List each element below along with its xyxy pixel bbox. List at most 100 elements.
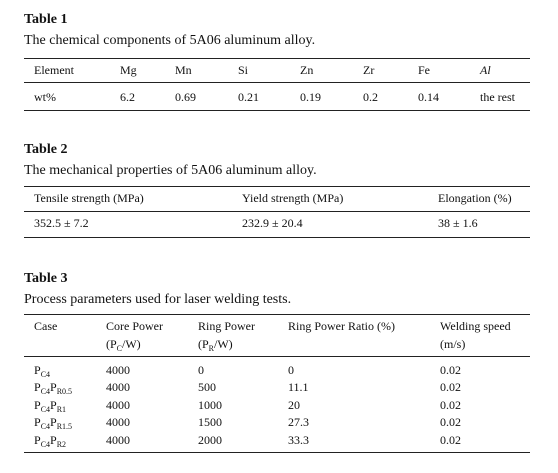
- text-part: P: [34, 415, 41, 429]
- subscript: R0.5: [56, 387, 73, 396]
- text-part: P: [34, 363, 41, 377]
- rule: [24, 237, 530, 238]
- column-header: Zn: [300, 63, 314, 77]
- subscript: C4: [40, 405, 51, 414]
- table-cell: 4000: [106, 398, 130, 412]
- subscript: C: [116, 344, 123, 353]
- table-cell: PC4: [34, 363, 51, 379]
- table-cell: 1500: [198, 415, 222, 429]
- text-part: (m/s): [440, 337, 466, 351]
- text-part: /W): [214, 337, 233, 351]
- table-cell: 0.19: [300, 90, 321, 104]
- table-cell: PC4PR2: [34, 433, 67, 449]
- column-header: Welding speed: [440, 320, 511, 332]
- column-header: Yield strength (MPa): [242, 191, 344, 205]
- subscript: C4: [40, 440, 51, 449]
- table-cell: 0.02: [440, 380, 461, 394]
- rule: [24, 58, 530, 59]
- table-cell: 0.02: [440, 433, 461, 447]
- table-caption: Process parameters used for laser weldin…: [24, 292, 292, 307]
- table-cell: 4000: [106, 415, 130, 429]
- table-cell: 27.3: [288, 415, 309, 429]
- text-part: Case: [34, 319, 58, 333]
- rule: [24, 211, 530, 212]
- column-header: Tensile strength (MPa): [34, 191, 144, 205]
- table-cell: 2000: [198, 433, 222, 447]
- table-cell: PC4PR1.5: [34, 415, 73, 431]
- column-header: Zr: [363, 63, 375, 77]
- rule: [24, 452, 530, 453]
- table-label: Table 3: [24, 271, 68, 286]
- table-cell: 500: [198, 380, 216, 394]
- table-cell: 4000: [106, 380, 130, 394]
- table-cell: the rest: [480, 90, 515, 104]
- column-header: (m/s): [440, 338, 465, 350]
- text-part: Core Power: [106, 319, 163, 333]
- text-part: Welding speed: [440, 319, 511, 333]
- table-cell: 0.02: [440, 398, 461, 412]
- subscript: R1: [56, 405, 67, 414]
- text-part: Ring Power Ratio (%): [288, 319, 395, 333]
- rule: [24, 314, 530, 315]
- column-header: (PR/W): [198, 337, 233, 353]
- rule: [24, 186, 530, 187]
- table-cell: PC4PR0.5: [34, 380, 73, 396]
- table-cell: 33.3: [288, 433, 309, 447]
- column-header: Mg: [120, 63, 137, 77]
- text-part: P: [34, 433, 41, 447]
- rule: [24, 110, 530, 111]
- table-cell: PC4PR1: [34, 398, 67, 414]
- subscript: R2: [56, 440, 67, 449]
- table-cell: 20: [288, 398, 300, 412]
- column-header: Mn: [175, 63, 192, 77]
- text-part: /W): [122, 337, 141, 351]
- text-part: P: [50, 398, 57, 412]
- table-cell: 4000: [106, 433, 130, 447]
- column-header: Case: [34, 320, 57, 332]
- table-cell: 0.14: [418, 90, 439, 104]
- table-cell: 0: [198, 363, 204, 377]
- text-part: Ring Power: [198, 319, 255, 333]
- column-header: Ring Power: [198, 320, 255, 332]
- column-header: Fe: [418, 63, 430, 77]
- subscript: C4: [40, 370, 51, 379]
- table-cell: 0: [288, 363, 294, 377]
- table-cell: 6.2: [120, 90, 135, 104]
- table-cell: 232.9 ± 20.4: [242, 216, 303, 230]
- table-cell: 0.2: [363, 90, 378, 104]
- column-header: (PC/W): [106, 337, 141, 353]
- column-header: Si: [238, 63, 249, 77]
- table-cell: 11.1: [288, 380, 309, 394]
- subscript: R1.5: [56, 422, 73, 431]
- table-caption: The chemical components of 5A06 aluminum…: [24, 33, 316, 48]
- text-part: P: [34, 398, 41, 412]
- table-cell: 38 ± 1.6: [438, 216, 478, 230]
- column-header: Elongation (%): [438, 191, 512, 205]
- table-cell: 0.69: [175, 90, 196, 104]
- text-part: (P: [106, 337, 117, 351]
- table-cell: 0.21: [238, 90, 259, 104]
- subscript: R: [208, 344, 215, 353]
- text-part: P: [50, 380, 57, 394]
- rule: [24, 356, 530, 357]
- table-label: Table 2: [24, 142, 68, 157]
- text-part: P: [50, 433, 57, 447]
- column-header: Element: [34, 63, 74, 77]
- rule: [24, 82, 530, 83]
- column-header: Ring Power Ratio (%): [288, 320, 395, 332]
- column-header: Al: [480, 63, 491, 77]
- text-part: (P: [198, 337, 209, 351]
- table-label: Table 1: [24, 12, 68, 27]
- table-cell: 0.02: [440, 415, 461, 429]
- table-cell: 352.5 ± 7.2: [34, 216, 89, 230]
- table-cell: wt%: [34, 90, 56, 104]
- subscript: C4: [40, 422, 51, 431]
- text-part: P: [50, 415, 57, 429]
- text-part: P: [34, 380, 41, 394]
- table-cell: 1000: [198, 398, 222, 412]
- table-caption: The mechanical properties of 5A06 alumin…: [24, 163, 317, 178]
- table-cell: 0.02: [440, 363, 461, 377]
- column-header: Core Power: [106, 320, 163, 332]
- table-cell: 4000: [106, 363, 130, 377]
